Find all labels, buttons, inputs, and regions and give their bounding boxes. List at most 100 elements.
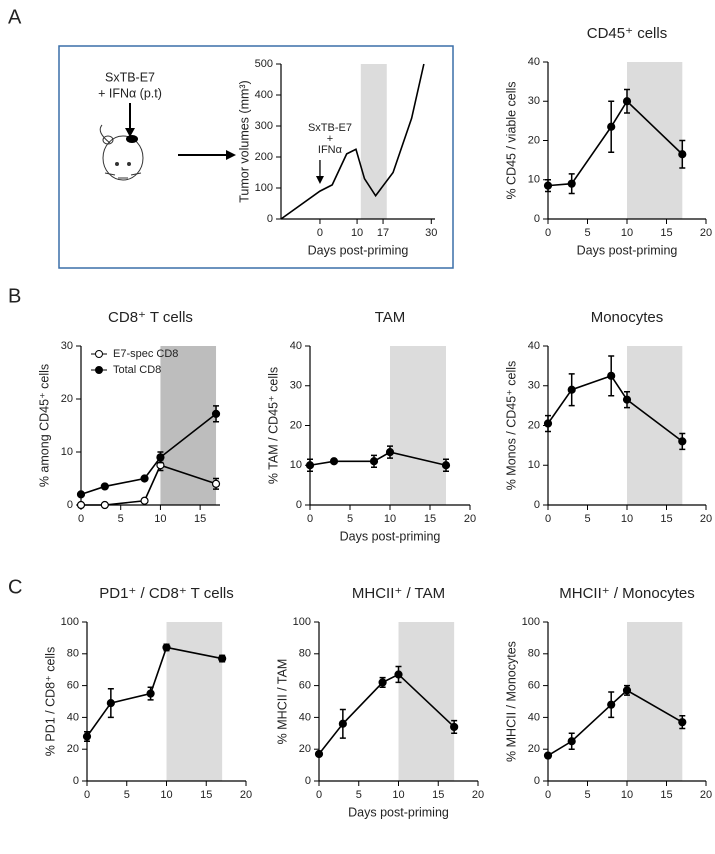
data-point	[162, 643, 171, 652]
data-point	[218, 654, 227, 663]
arrow	[178, 150, 236, 160]
data-point	[156, 453, 165, 462]
y-axis-label: % MHCII / TAM	[275, 659, 289, 745]
data-point	[146, 689, 155, 698]
y-tick-label: 80	[67, 648, 79, 660]
data-point	[622, 97, 632, 106]
y-tick-label: 0	[305, 775, 311, 787]
x-tick-label: 15	[424, 513, 436, 525]
data-point	[678, 150, 687, 159]
x-tick-label: 10	[621, 227, 633, 239]
y-tick-label: 80	[528, 648, 540, 660]
y-axis-label: % TAM / CD45⁺ cells	[266, 367, 280, 484]
x-axis-label: Days post-priming	[577, 243, 678, 257]
data-point	[76, 490, 86, 499]
y-tick-label: 0	[267, 213, 273, 225]
data-line	[280, 63, 425, 220]
y-tick-label: 0	[534, 775, 540, 787]
x-tick-label: 20	[700, 227, 712, 239]
x-tick-label: 30	[425, 227, 437, 239]
x-tick-label: 15	[660, 789, 672, 801]
data-point	[82, 732, 92, 741]
y-tick-label: 40	[528, 56, 540, 68]
data-point	[567, 179, 576, 188]
data-point	[607, 700, 616, 709]
y-tick-label: 40	[290, 340, 302, 352]
y-tick-label: 30	[290, 380, 302, 392]
annotation: SxTB-E7	[308, 122, 352, 134]
legend-label: E7-spec CD8	[113, 348, 178, 360]
x-tick-label: 20	[464, 513, 476, 525]
data-point	[607, 371, 616, 380]
y-tick-label: 30	[528, 95, 540, 107]
x-tick-label: 0	[78, 513, 84, 525]
y-tick-label: 40	[67, 711, 79, 723]
x-tick-label: 0	[84, 789, 90, 801]
y-tick-label: 60	[67, 680, 79, 692]
data-point	[329, 457, 339, 466]
x-tick-label: 20	[240, 789, 252, 801]
legend-label: Total CD8	[113, 364, 161, 376]
y-tick-label: 100	[61, 616, 79, 628]
data-point	[622, 686, 632, 695]
x-tick-label: 5	[356, 789, 362, 801]
y-tick-label: 30	[61, 340, 73, 352]
data-point	[100, 482, 109, 491]
y-tick-label: 20	[528, 743, 540, 755]
y-tick-label: 0	[296, 499, 302, 511]
legend-marker	[95, 366, 103, 374]
panel-label: C	[8, 576, 22, 598]
shaded-period	[627, 622, 683, 781]
y-tick-label: 100	[522, 616, 540, 628]
x-tick-label: 20	[700, 789, 712, 801]
x-tick-label: 15	[432, 789, 444, 801]
annotation: IFNα	[318, 144, 343, 156]
chart-title: MHCII⁺ / Monocytes	[559, 585, 694, 602]
data-point	[441, 461, 451, 470]
y-tick-label: 300	[255, 120, 273, 132]
y-tick-label: 0	[73, 775, 79, 787]
shaded-period	[360, 64, 387, 219]
annotation-arrowhead	[315, 176, 324, 184]
y-tick-label: 10	[290, 459, 302, 471]
y-axis-label: % among CD45⁺ cells	[37, 364, 51, 487]
x-axis-label: Days post-priming	[308, 243, 409, 257]
data-point	[211, 409, 221, 418]
y-tick-label: 500	[255, 58, 273, 70]
data-point	[543, 751, 553, 760]
data-point	[385, 448, 395, 457]
chart-title: TAM	[375, 309, 406, 326]
x-tick-label: 10	[384, 513, 396, 525]
data-point	[567, 385, 576, 394]
x-tick-label: 5	[124, 789, 130, 801]
x-tick-label: 5	[584, 789, 590, 801]
y-tick-label: 20	[528, 419, 540, 431]
data-point	[314, 749, 324, 759]
x-tick-label: 0	[317, 227, 323, 239]
annotation: +	[327, 133, 333, 145]
y-tick-label: 10	[528, 174, 540, 186]
data-point	[338, 719, 347, 728]
y-axis-label: % CD45 / viable cells	[504, 81, 518, 199]
x-tick-label: 10	[621, 513, 633, 525]
data-point	[378, 678, 387, 687]
y-tick-label: 10	[61, 446, 73, 458]
y-tick-label: 40	[299, 711, 311, 723]
y-axis-label: % PD1 / CD8⁺ cells	[43, 647, 57, 756]
x-tick-label: 5	[584, 513, 590, 525]
panel-label: A	[8, 6, 22, 28]
schematic-text: SxTB-E7	[105, 70, 155, 84]
chart-title: CD45⁺ cells	[587, 25, 667, 42]
x-tick-label: 0	[545, 513, 551, 525]
y-tick-label: 60	[299, 680, 311, 692]
y-axis-label: % MHCII / Monocytes	[504, 641, 518, 762]
x-tick-label: 10	[160, 789, 172, 801]
chart-title: CD8⁺ T cells	[108, 309, 193, 326]
y-axis-label: % Monos / CD45⁺ cells	[504, 361, 518, 491]
x-tick-label: 5	[584, 227, 590, 239]
data-point	[211, 479, 221, 488]
y-tick-label: 20	[67, 743, 79, 755]
y-tick-label: 10	[528, 459, 540, 471]
shaded-period	[166, 622, 223, 781]
y-tick-label: 30	[528, 380, 540, 392]
